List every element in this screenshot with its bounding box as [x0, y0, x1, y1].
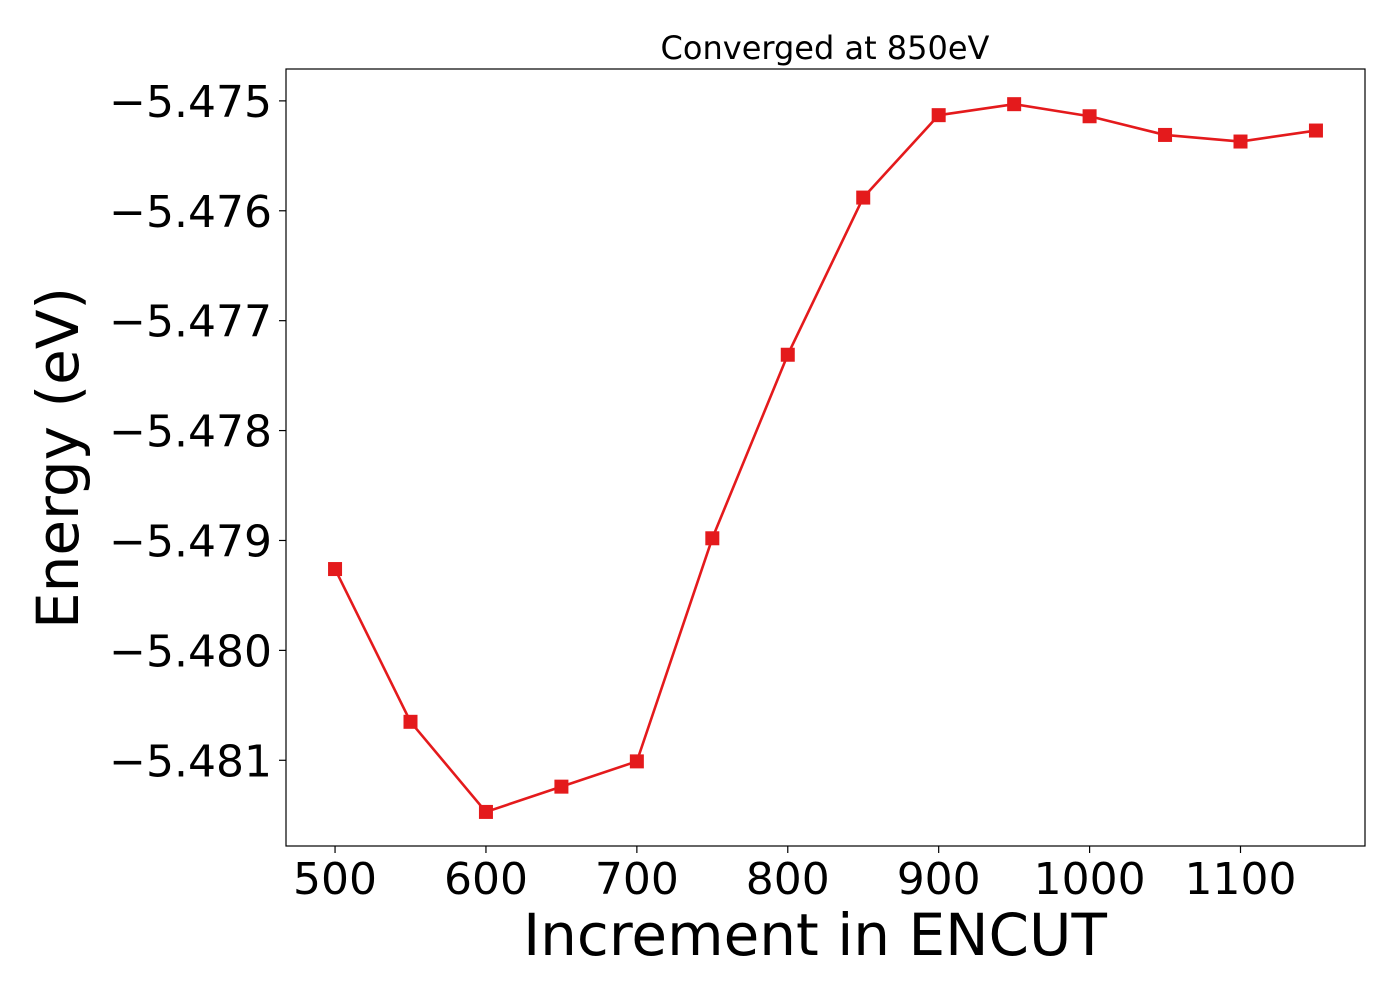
data-point-marker — [856, 190, 871, 205]
data-point-marker — [1308, 123, 1323, 138]
y-tick-label: −5.479 — [109, 516, 272, 567]
y-axis-ticks: −5.475 −5.476 −5.477 −5.478 −5.479 −5.480 −5.4… — [109, 77, 286, 787]
data-point-marker — [1158, 127, 1173, 142]
chart-title: Converged at 850eV — [661, 29, 990, 67]
data-point-marker — [1007, 97, 1022, 112]
data-point-marker — [403, 714, 418, 729]
y-tick-label: −5.481 — [109, 736, 272, 787]
x-axis-label: Increment in ENCUT — [523, 901, 1107, 969]
data-point-marker — [629, 754, 644, 769]
y-tick-label: −5.480 — [109, 626, 272, 677]
y-tick-label: −5.477 — [109, 297, 272, 348]
x-tick-label: 1100 — [1185, 854, 1297, 905]
x-axis-ticks: 500 600 700 800 900 1000 1100 — [293, 846, 1296, 905]
x-tick-label: 600 — [444, 854, 528, 905]
x-tick-label: 800 — [746, 854, 830, 905]
data-point-marker — [1233, 134, 1248, 149]
x-tick-label: 900 — [897, 854, 981, 905]
x-tick-label: 700 — [595, 854, 679, 905]
series-line — [333, 102, 1317, 814]
y-tick-label: −5.476 — [109, 187, 272, 238]
data-point-marker — [328, 562, 343, 577]
data-point-marker — [554, 779, 569, 794]
data-point-marker — [780, 347, 795, 362]
y-tick-label: −5.475 — [109, 77, 272, 128]
y-tick-label: −5.478 — [109, 407, 272, 458]
data-point-marker — [478, 804, 493, 819]
plot-area — [328, 97, 1323, 819]
data-point-marker — [931, 108, 946, 123]
x-tick-label: 1000 — [1034, 854, 1146, 905]
data-point-marker — [705, 531, 720, 546]
x-tick-label: 500 — [293, 854, 377, 905]
data-point-marker — [1082, 109, 1097, 124]
plot-frame — [285, 68, 1366, 847]
y-axis-label: Energy (eV) — [24, 287, 92, 629]
